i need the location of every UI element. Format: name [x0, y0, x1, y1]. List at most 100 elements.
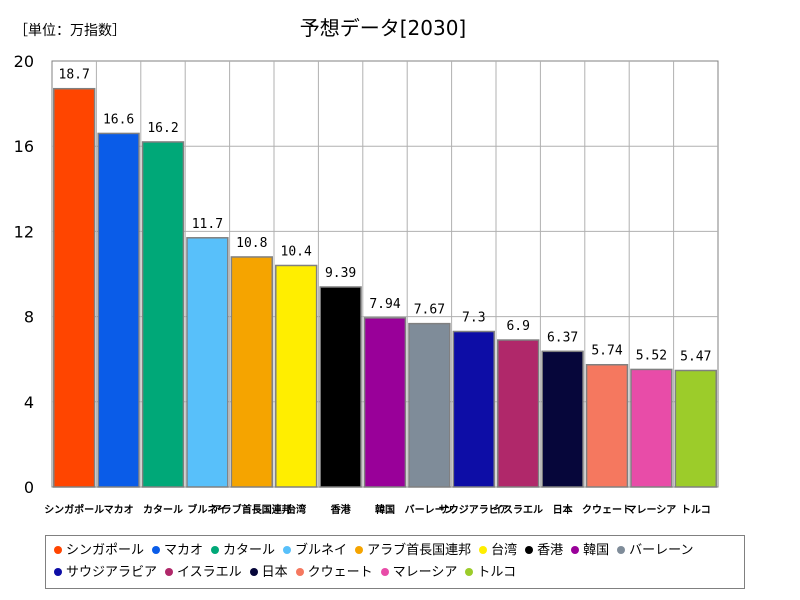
x-tick-label: サウジアラビア [439, 503, 509, 516]
data-label: 9.39 [325, 266, 356, 281]
x-tick-label: バーレーン [405, 504, 455, 516]
legend-item: クウェート [295, 562, 373, 584]
data-label: 16.2 [147, 121, 178, 136]
legend-item: 日本 [249, 562, 288, 584]
y-tick-label: 0 [24, 478, 34, 497]
x-tick-label: 日本 [553, 503, 574, 516]
data-label: 6.37 [547, 330, 578, 345]
data-label: 6.9 [506, 319, 529, 334]
x-tick-label: トルコ [681, 504, 711, 516]
data-label: 5.47 [680, 349, 711, 364]
bar [363, 317, 407, 488]
bar [230, 256, 273, 488]
legend-label: 香港 [537, 543, 564, 558]
y-axis: 0 4 8 12 16 20 [14, 52, 34, 497]
data-label: 18.7 [59, 68, 90, 83]
y-tick-label: 20 [14, 52, 34, 71]
bars [53, 87, 717, 488]
bar [541, 350, 584, 488]
legend-dot-icon [249, 567, 258, 576]
legend-item: アラブ首長国連邦 [355, 540, 471, 562]
x-tick-label: クウェート [582, 504, 632, 516]
legend-item: マカオ [152, 540, 203, 562]
bar [53, 87, 96, 488]
y-tick-label: 8 [24, 308, 34, 327]
bar [674, 369, 717, 488]
x-tick-label: ブルネイ [187, 503, 227, 516]
legend-item: サウジアラビア [54, 562, 157, 584]
legend-label: ブルネイ [295, 543, 348, 558]
legend-item: シンガポール [54, 540, 144, 562]
legend-dot-icon [355, 545, 364, 554]
legend-label: サウジアラビア [66, 565, 158, 580]
x-tick-label: 台湾 [286, 503, 306, 516]
legend-label: アラブ首長国連邦 [367, 543, 472, 558]
x-tick-label: シンガポール [44, 503, 104, 516]
legend-dot-icon [465, 567, 474, 576]
x-tick-label: アラブ首長国連邦 [212, 503, 292, 516]
legend-dot-icon [54, 567, 62, 576]
legend-label: イスラエル [177, 565, 242, 580]
data-labels: 18.7 16.6 16.2 11.7 10.8 10.4 9.39 7.94 7.67 7.3 6… [59, 68, 712, 365]
legend-dot-icon [617, 545, 626, 554]
bar [585, 363, 629, 488]
legend-dot-icon [479, 545, 488, 554]
legend-item: トルコ [465, 562, 516, 584]
bar [319, 286, 362, 488]
legend-item: バーレーン [617, 540, 693, 562]
x-tick-label: マカオ [104, 504, 134, 516]
legend-label: カタール [223, 543, 276, 558]
data-label: 5.74 [591, 344, 622, 359]
legend-label: 日本 [261, 565, 288, 580]
legend-dot-icon [571, 545, 580, 554]
legend-dot-icon [525, 545, 534, 554]
legend-item: イスラエル [165, 562, 242, 584]
legend-label: クウェート [307, 565, 373, 580]
legend-label: シンガポール [66, 543, 145, 558]
legend-dot-icon [54, 545, 62, 554]
legend-label: マレーシア [392, 565, 458, 580]
bar [275, 264, 318, 488]
data-label: 10.8 [236, 236, 267, 251]
legend-item: マレーシア [380, 562, 458, 584]
legend-label: 韓国 [583, 543, 610, 558]
legend-label: トルコ [477, 565, 517, 580]
legend-label: 台湾 [491, 543, 518, 558]
legend-item: 台湾 [479, 540, 517, 562]
bar [97, 132, 140, 488]
x-tick-label: マレーシア [626, 504, 676, 516]
legend: シンガポール マカオ カタール ブルネイ アラブ首長国連邦 台湾 香港 韓国 バーレーンサウジア… [45, 535, 745, 589]
legend-label: バーレーン [629, 543, 694, 558]
legend-label: マカオ [164, 543, 204, 558]
data-label: 16.6 [103, 112, 134, 127]
bar [408, 322, 451, 488]
legend-dot-icon [380, 567, 389, 576]
legend-dot-icon [152, 545, 161, 554]
x-tick-label: イスラエル [493, 504, 543, 516]
data-label: 5.52 [636, 348, 667, 363]
bar [497, 339, 540, 488]
legend-dot-icon [165, 567, 174, 576]
legend-item: カタール [211, 540, 275, 562]
data-label: 11.7 [192, 217, 223, 232]
x-tick-label: 韓国 [375, 503, 395, 516]
bar [186, 237, 229, 488]
legend-item: 韓国 [571, 540, 609, 562]
legend-dot-icon [295, 567, 304, 576]
y-tick-label: 16 [14, 137, 34, 156]
data-label: 7.3 [462, 311, 485, 326]
bar [141, 141, 185, 488]
data-label: 7.67 [414, 303, 445, 318]
unit-label: ［単位：万指数］ [14, 23, 126, 39]
data-label: 10.4 [281, 244, 312, 259]
y-tick-label: 12 [14, 222, 34, 241]
legend-dot-icon [211, 545, 220, 554]
bar [452, 330, 495, 488]
bar [630, 368, 673, 488]
x-tick-label: カタール [143, 504, 183, 516]
legend-item: 香港 [525, 540, 563, 562]
data-label: 7.94 [369, 297, 400, 312]
x-tick-label: 香港 [331, 503, 352, 516]
